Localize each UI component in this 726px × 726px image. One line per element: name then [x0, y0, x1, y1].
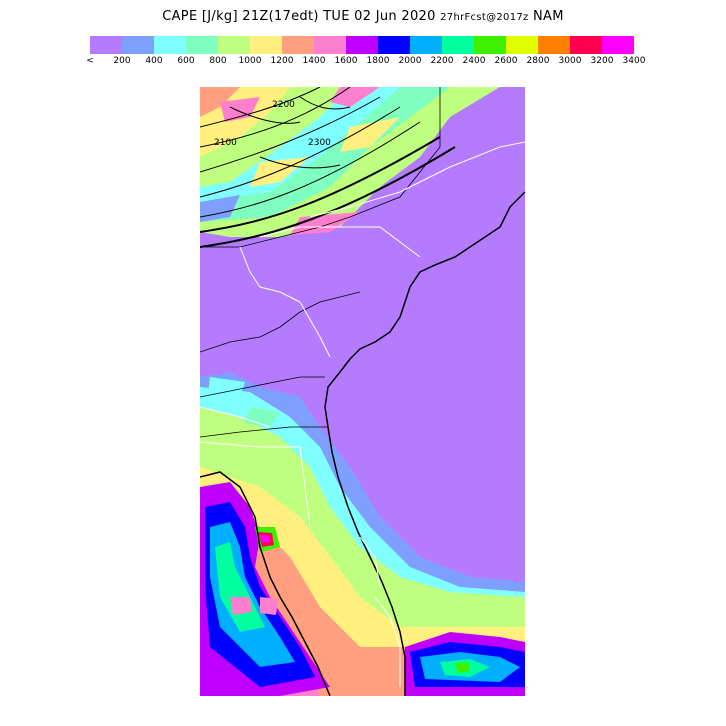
chart-title: CAPE [J/kg] 21Z(17edt) TUE 02 Jun 2020 2… [0, 9, 726, 24]
legend-tick-label: 2600 [494, 56, 518, 66]
coastline [200, 191, 525, 696]
legend-tick-label: 3000 [558, 56, 582, 66]
legend-swatch [282, 36, 314, 54]
legend-swatch [218, 36, 250, 54]
legend-swatch [442, 36, 474, 54]
legend-tick-label: < [86, 56, 94, 66]
legend-tick-label: 800 [209, 56, 227, 66]
title-model: NAM [533, 9, 564, 24]
legend-tick-label: 1000 [238, 56, 262, 66]
legend-swatch [474, 36, 506, 54]
state-borders [200, 87, 441, 438]
legend-swatch [506, 36, 538, 54]
legend-tick-label: 3400 [622, 56, 646, 66]
legend-swatch [186, 36, 218, 54]
contour-label-2100: 2100 [214, 138, 237, 148]
cape-map: 2100 2200 2300 [200, 87, 525, 696]
legend-tick-label: 3200 [590, 56, 614, 66]
cape-cores-southeast [405, 632, 525, 696]
legend-tick-label: 1800 [366, 56, 390, 66]
legend-swatch [250, 36, 282, 54]
legend-tick-label: 200 [113, 56, 131, 66]
legend-swatch [154, 36, 186, 54]
legend-tick-label: 2800 [526, 56, 550, 66]
legend-tick-label: 1200 [270, 56, 294, 66]
cape-contours: 2100 2200 2300 [200, 87, 456, 248]
legend-tick-label: 2000 [398, 56, 422, 66]
borders-white [200, 141, 525, 687]
legend-swatch [346, 36, 378, 54]
cape-cores-florida [200, 482, 330, 696]
legend-swatch [538, 36, 570, 54]
legend-swatch [602, 36, 634, 54]
title-forecast: 27hrFcst@2017z [440, 12, 529, 23]
color-legend [90, 36, 634, 54]
contour-label-2300: 2300 [308, 138, 331, 148]
legend-tick-label: 600 [177, 56, 195, 66]
legend-swatch [570, 36, 602, 54]
legend-tick-label: 1600 [334, 56, 358, 66]
legend-swatch [122, 36, 154, 54]
legend-swatch [378, 36, 410, 54]
title-main: CAPE [J/kg] 21Z(17edt) TUE 02 Jun 2020 [162, 9, 436, 24]
legend-tick-label: 2200 [430, 56, 454, 66]
legend-swatch [410, 36, 442, 54]
legend-tick-label: 400 [145, 56, 163, 66]
contour-label-2200: 2200 [272, 100, 295, 110]
color-legend-labels: <200 400 600 800 1000 1200 1400 1600 1800 2000 220… [86, 56, 645, 68]
legend-swatch [314, 36, 346, 54]
legend-swatch [90, 36, 122, 54]
legend-tick-label: 1400 [302, 56, 326, 66]
legend-tick-label: 2400 [462, 56, 486, 66]
